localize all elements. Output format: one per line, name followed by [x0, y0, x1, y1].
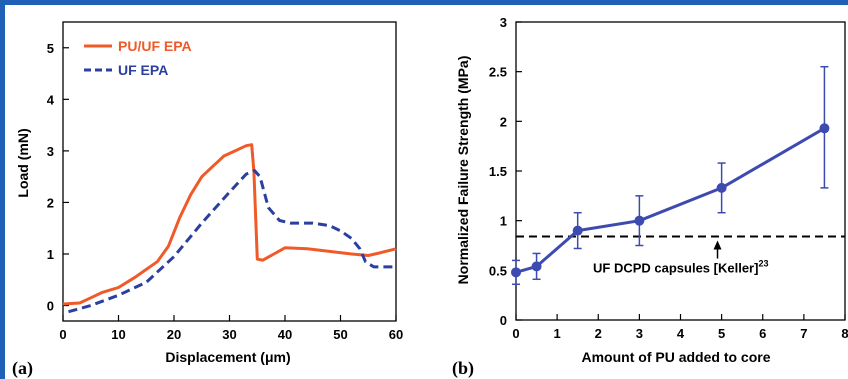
annotation-superscript: 23: [758, 259, 768, 269]
y-tick-label-b-1: 1: [500, 214, 507, 229]
x-tick-label-b-5: 5: [718, 326, 725, 341]
y-tick-label-a-4: 4: [47, 92, 55, 107]
x-tick-label-a-10: 10: [111, 327, 125, 342]
x-tick-label-b-4: 4: [677, 326, 685, 341]
y-tick-label-a-0: 0: [47, 299, 54, 314]
series-line-uf-epa: [68, 169, 396, 314]
y-tick-label-a-2: 2: [47, 195, 54, 210]
annotation-arrowhead: [713, 240, 722, 250]
x-tick-label-b-6: 6: [759, 326, 766, 341]
y-tick-label-b-3: 3: [500, 15, 507, 30]
annotation-uf-dcpd: UF DCPD capsules [Keller]23: [593, 240, 768, 276]
y-tick-label-a-3: 3: [47, 144, 54, 159]
y-tick-label-b-2: 2: [500, 114, 507, 129]
x-axis-label-b: Amount of PU added to core: [582, 349, 771, 365]
panel-label-b: (b): [452, 358, 474, 379]
x-tick-label-a-40: 40: [278, 327, 292, 342]
data-point: [819, 123, 830, 134]
chart-load-displacement: 0 1 2 3 4 5 0 10 20 30 40 50 60 Load (mN) Displacem…: [12, 21, 403, 379]
series-group-a: [62, 143, 397, 314]
annotation-main-text: UF DCPD capsules [Keller]: [593, 261, 758, 276]
y-tick-label-b-0-5: 0.5: [489, 263, 507, 278]
y-axis-label-a: Load (mN): [15, 128, 31, 197]
x-axis-b: 0 1 2 3 4 5 6 7 8: [512, 314, 848, 341]
legend-label-pu-uf-epa: PU/UF EPA: [118, 38, 192, 54]
series-line-pu-uf-epa: [62, 143, 397, 306]
y-tick-label-b-1-5: 1.5: [489, 164, 507, 179]
x-tick-label-b-2: 2: [595, 326, 602, 341]
x-tick-label-b-0: 0: [512, 326, 519, 341]
data-point: [634, 215, 645, 226]
y-tick-label-b-2-5: 2.5: [489, 65, 507, 80]
x-tick-label-a-50: 50: [333, 327, 347, 342]
x-axis-label-a: Displacement (μm): [165, 349, 290, 365]
x-tick-label-b-3: 3: [636, 326, 643, 341]
y-axis-b: 0 0.5 1 1.5 2 2.5 3: [489, 15, 522, 328]
y-axis-label-b: Normalized Failure Strength (MPa): [455, 56, 471, 285]
data-point: [531, 261, 542, 272]
x-tick-label-b-1: 1: [554, 326, 561, 341]
x-axis-a: 0 10 20 30 40 50 60: [59, 315, 403, 342]
y-tick-label-a-5: 5: [47, 41, 54, 56]
series-group-b: [511, 65, 830, 285]
data-point: [716, 182, 727, 193]
x-tick-label-a-30: 30: [222, 327, 236, 342]
series-line-failure-strength: [515, 127, 826, 274]
x-tick-label-a-20: 20: [167, 327, 181, 342]
x-tick-label-b-7: 7: [800, 326, 807, 341]
plot-area-a: [62, 21, 397, 322]
y-tick-label-b-0: 0: [500, 313, 507, 328]
x-tick-label-a-0: 0: [59, 327, 66, 342]
legend-a: PU/UF EPA UF EPA: [84, 38, 192, 78]
x-tick-label-a-60: 60: [389, 327, 403, 342]
annotation-text: UF DCPD capsules [Keller]23: [593, 259, 768, 276]
legend-label-uf-epa: UF EPA: [118, 62, 168, 78]
data-point: [572, 225, 583, 236]
panel-label-a: (a): [12, 358, 33, 379]
data-point: [511, 267, 521, 278]
y-tick-label-a-1: 1: [47, 247, 54, 262]
y-axis-a: 0 1 2 3 4 5: [47, 41, 69, 314]
x-tick-label-b-8: 8: [841, 326, 848, 341]
